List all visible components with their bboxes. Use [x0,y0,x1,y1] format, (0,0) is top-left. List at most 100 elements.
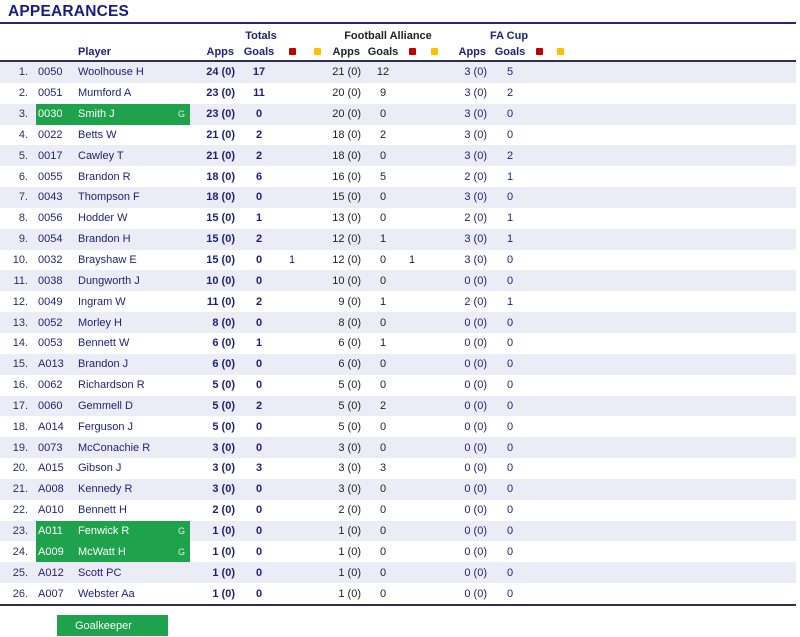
player-code: A011 [38,524,63,537]
totals-goals-cell: 2 [255,149,263,162]
player-name: Brandon J [78,358,129,371]
row-number: 9. [18,233,28,246]
player-highlight-box: 0056 Hodder W [36,208,190,229]
player-highlight-box: A011 Fenwick R G [36,520,190,542]
player-code: 0060 [38,399,63,412]
group-header-football-alliance: Football Alliance [344,29,432,42]
player-cell: 0050 Woolhouse H [32,62,192,83]
facup-apps-cell: 0 (0) [464,545,487,558]
fa-goals-cell: 0 [379,108,387,121]
totals-goals-cell: 2 [255,295,263,308]
table-header: Totals Football Alliance FA Cup Player A… [0,28,796,62]
player-code: 0055 [38,170,63,183]
totals-apps-cell: 1 (0) [212,524,235,537]
row-number: 1. [18,66,28,79]
player-highlight-box: 0053 Bennett W [36,333,190,354]
fa-apps-cell: 8 (0) [338,316,361,329]
player-code: A013 [38,358,64,371]
fa-goals-cell: 0 [379,379,387,392]
fa-goals-cell: 9 [379,87,387,100]
table-row: 15. A013 Brandon J 6 (0) 0 6 (0) 0 0 (0)… [0,353,796,375]
player-cell: A007 Webster Aa [32,583,192,604]
player-cell: 0052 Morley H [32,312,192,333]
player-name: Ingram W [78,295,126,308]
goalkeeper-flag: G [177,109,185,120]
facup-goals-cell: 0 [506,191,514,204]
table-row: 5. 0017 Cawley T 21 (0) 2 18 (0) 0 3 (0)… [0,145,796,167]
row-number: 10. [12,254,28,267]
totals-goals-cell: 0 [255,483,263,496]
fa-goals-cell: 2 [379,128,387,141]
player-code: 0056 [38,212,63,225]
group-header-fa-cup: FA Cup [489,29,529,42]
totals-goals-cell: 0 [255,274,263,287]
totals-goals-cell: 0 [255,191,263,204]
facup-goals-cell: 2 [506,87,514,100]
facup-apps-cell: 3 (0) [464,128,487,141]
fa-apps-cell: 1 (0) [338,566,361,579]
column-header-facup-apps: Apps [458,46,487,58]
facup-apps-cell: 0 (0) [464,504,487,517]
goalkeeper-legend: Goalkeeper [57,615,168,636]
totals-goals-cell: 0 [255,545,263,558]
fa-goals-cell: 0 [379,566,387,579]
fa-apps-cell: 1 (0) [338,524,361,537]
fa-apps-cell: 5 (0) [338,399,361,412]
totals-goals-cell: 2 [255,233,263,246]
totals-goals-cell: 0 [255,108,263,121]
player-name: Brayshaw E [78,254,137,267]
facup-apps-cell: 0 (0) [464,379,487,392]
player-name: McWatt H [78,545,126,558]
fa-apps-cell: 6 (0) [338,337,361,350]
fa-apps-cell: 20 (0) [332,108,361,121]
fa-goals-cell: 12 [376,66,390,79]
fa-apps-cell: 21 (0) [332,66,361,79]
totals-apps-cell: 2 (0) [212,504,235,517]
table-row: 2. 0051 Mumford A 23 (0) 11 20 (0) 9 3 (… [0,83,796,104]
facup-apps-cell: 0 (0) [464,316,487,329]
facup-goals-cell: 0 [506,545,514,558]
facup-apps-cell: 3 (0) [464,191,487,204]
player-cell: 0062 Richardson R [32,375,192,396]
totals-goals-cell: 0 [255,566,263,579]
player-highlight-box: A013 Brandon J [36,354,190,375]
totals-apps-cell: 3 (0) [212,462,235,475]
facup-apps-cell: 2 (0) [464,212,487,225]
table-row: 23. A011 Fenwick R G 1 (0) 0 1 (0) 0 0 (… [0,520,796,542]
player-code: 0073 [38,441,63,454]
facup-apps-cell: 0 (0) [464,566,487,579]
player-highlight-box: A012 Scott PC [36,562,190,583]
fa-red-card-icon [402,43,422,61]
facup-apps-cell: 0 (0) [464,274,487,287]
facup-goals-cell: 1 [506,233,514,246]
row-number: 17. [12,399,28,412]
facup-goals-cell: 0 [506,358,514,371]
facup-goals-cell: 5 [506,66,514,79]
row-number: 6. [18,170,28,183]
row-number: 19. [12,441,28,454]
fa-goals-cell: 0 [379,254,387,267]
facup-goals-cell: 0 [506,524,514,537]
fa-yellow-card-icon [422,43,446,61]
fa-apps-cell: 13 (0) [332,212,361,225]
facup-goals-cell: 1 [506,212,514,225]
column-header-fa-apps: Apps [332,46,361,58]
table-row: 13. 0052 Morley H 8 (0) 0 8 (0) 0 0 (0) … [0,312,796,333]
player-highlight-box: A010 Bennett H [36,500,190,521]
player-code: 0053 [38,337,63,350]
facup-goals-cell: 0 [506,504,514,517]
totals-apps-cell: 21 (0) [206,128,235,141]
totals-apps-cell: 21 (0) [206,149,235,162]
fa-goals-cell: 0 [379,504,387,517]
player-highlight-box: 0038 Dungworth J [36,270,190,291]
facup-apps-cell: 2 (0) [464,170,487,183]
totals-apps-cell: 15 (0) [206,233,235,246]
table-row: 24. A009 McWatt H G 1 (0) 0 1 (0) 0 0 (0… [0,541,796,563]
fa-goals-cell: 0 [379,191,387,204]
table-row: 18. A014 Ferguson J 5 (0) 0 5 (0) 0 0 (0… [0,416,796,437]
totals-apps-cell: 6 (0) [212,358,235,371]
row-number: 4. [18,128,28,141]
row-number: 18. [12,420,28,433]
player-code: 0022 [38,128,63,141]
fa-apps-cell: 10 (0) [332,274,361,287]
